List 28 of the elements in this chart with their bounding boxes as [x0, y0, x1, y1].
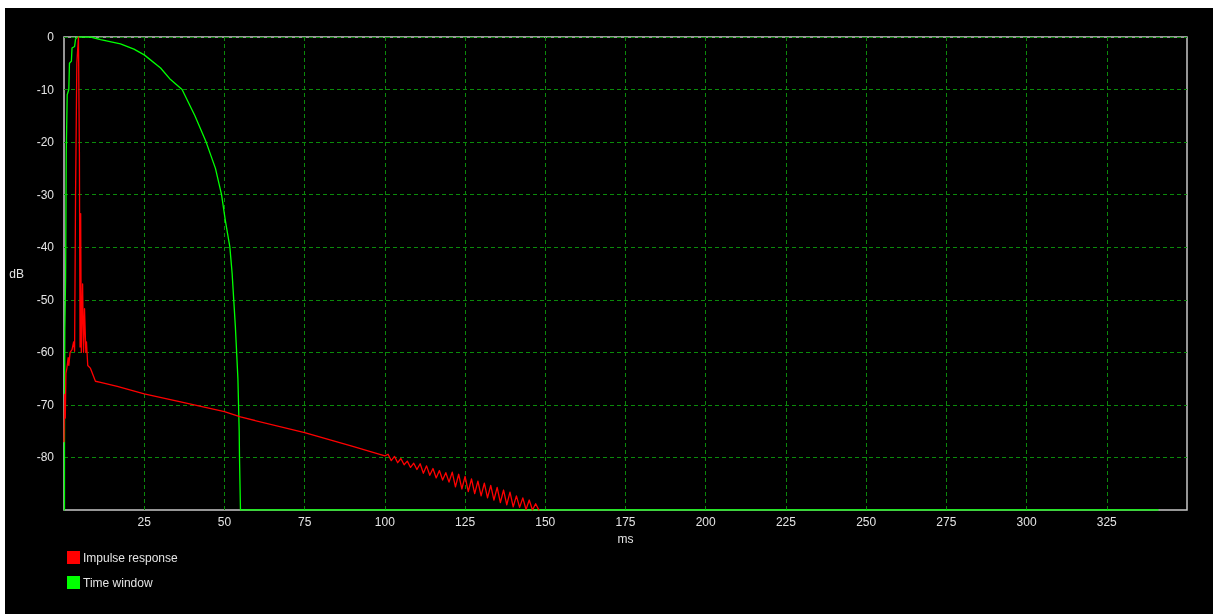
y-tick-label: -30: [36, 187, 55, 202]
x-tick-label: 25: [137, 515, 152, 529]
y-tick-label: -20: [36, 135, 55, 150]
x-tick-label: 300: [1016, 515, 1037, 529]
x-tick-label: 275: [936, 515, 957, 529]
x-tick-label: 200: [695, 515, 717, 529]
y-tick-label: -80: [36, 450, 55, 465]
legend-label: Time window: [83, 575, 153, 590]
y-tick-label: -40: [36, 240, 55, 255]
x-tick-label: 175: [615, 515, 636, 529]
x-tick-label: 75: [297, 515, 312, 529]
x-axis-title: ms: [617, 531, 634, 546]
x-tick-label: 125: [455, 515, 476, 529]
x-tick-label: 325: [1096, 515, 1118, 529]
y-tick-label: -60: [36, 345, 55, 360]
y-tick-label: -50: [36, 292, 55, 307]
legend-label: Impulse response: [83, 550, 179, 565]
x-tick-label: 225: [775, 515, 797, 529]
y-tick-label: -70: [36, 397, 55, 412]
line-series: [63, 36, 540, 511]
y-axis-title: dB: [9, 266, 24, 281]
x-tick-label: 150: [535, 515, 556, 529]
x-tick-label: 100: [374, 515, 396, 529]
line-series: [63, 36, 1159, 511]
y-tick-label: -10: [36, 82, 55, 97]
x-tick-label: 250: [856, 515, 877, 529]
y-tick-label: 0: [47, 30, 55, 44]
x-tick-label: 50: [217, 515, 232, 529]
